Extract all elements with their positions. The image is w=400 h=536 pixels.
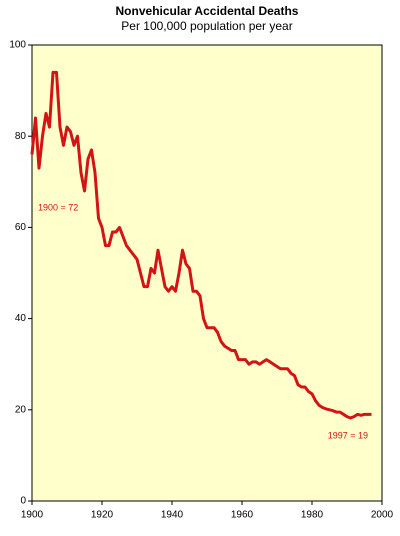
annotation: 1997 = 19 xyxy=(328,430,368,440)
plot-area xyxy=(31,44,383,502)
y-tick-label: 0 xyxy=(20,496,26,507)
x-tick-label: 1940 xyxy=(161,510,184,521)
x-tick-label: 1980 xyxy=(301,510,324,521)
x-tick-label: 1920 xyxy=(91,510,114,521)
y-tick-label: 60 xyxy=(15,222,27,233)
chart-subtitle: Per 100,000 population per year xyxy=(121,19,292,33)
x-tick-label: 2000 xyxy=(371,510,394,521)
y-tick-label: 80 xyxy=(15,131,27,142)
chart-title: Nonvehicular Accidental Deaths xyxy=(116,4,299,18)
x-tick-label: 1960 xyxy=(231,510,254,521)
y-tick-label: 100 xyxy=(9,40,26,51)
x-tick-label: 1900 xyxy=(21,510,44,521)
y-tick-label: 40 xyxy=(15,313,27,324)
data-line xyxy=(30,70,372,420)
y-tick-label: 20 xyxy=(15,404,27,415)
annotation: 1900 = 72 xyxy=(38,202,78,212)
